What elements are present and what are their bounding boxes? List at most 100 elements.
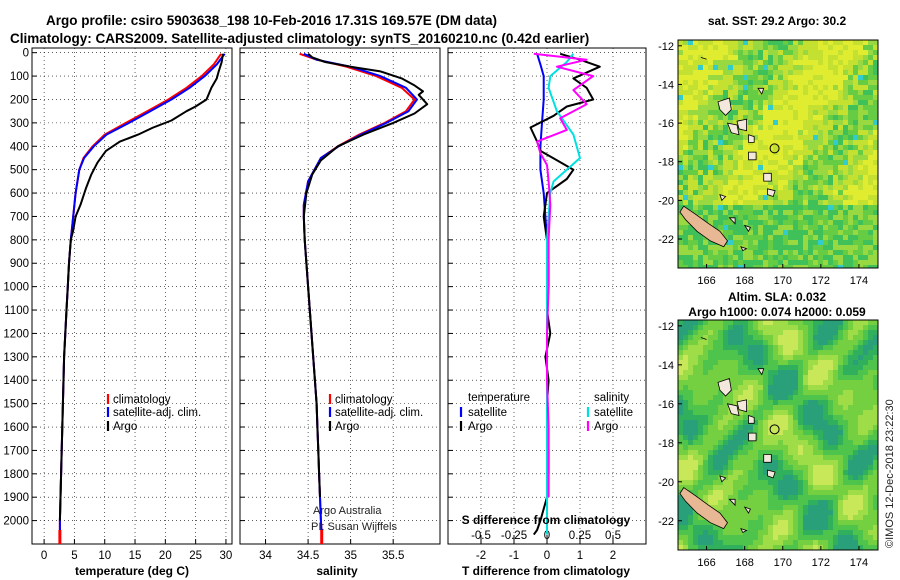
map-cell [858,260,864,266]
map-cell [793,55,799,61]
map-cell [813,390,819,396]
map-cell [838,435,844,441]
island-outline [763,172,772,182]
map-cell [788,495,794,501]
map-cell [863,375,869,381]
map-cell [723,500,729,506]
map-cell [793,415,799,421]
map-y-tick-label: -14 [658,79,674,91]
map-cell [763,395,769,401]
map-cell [803,495,809,501]
map-cell [863,525,869,531]
map-cell [833,55,839,61]
map-cell [728,400,734,406]
map-cell [773,200,779,206]
map-cell [848,370,854,376]
map-y-tick-label: -12 [658,321,674,333]
map-cell [868,480,874,486]
map-cell [818,370,824,376]
map-cell [708,240,714,246]
map-cell [823,195,829,201]
map-cell [678,360,684,366]
map-cell [873,150,878,156]
map-cell [873,160,878,166]
map-cell [783,120,789,126]
map-cell [853,410,859,416]
map-cell [833,245,839,251]
map-cell [868,65,874,71]
map-cell [733,160,739,166]
map-cell [818,80,824,86]
map-cell [723,365,729,371]
map-cell [708,340,714,346]
map-cell [833,70,839,76]
map-cell [768,80,774,86]
map-cell [773,325,779,331]
map-cell [788,335,794,341]
map-cell [833,170,839,176]
map-cell [798,460,804,466]
map-cell [828,440,834,446]
map-cell [798,320,804,326]
map-cell [853,65,859,71]
map-cell [688,45,694,51]
map-cell [798,135,804,141]
map-cell [858,145,864,151]
map-cell [713,220,719,226]
map-cell [753,55,759,61]
map-cell [818,400,824,406]
map-cell [873,325,878,331]
map-cell [698,190,704,196]
map-cell [693,125,699,131]
map-cell [818,140,824,146]
map-cell [683,320,689,326]
map-cell [863,50,869,56]
map-cell [783,70,789,76]
map-cell [723,40,729,46]
map-cell [733,440,739,446]
map-cell [783,140,789,146]
map-cell [828,325,834,331]
map-cell [773,475,779,481]
map-cell [698,60,704,66]
map-cell [688,440,694,446]
map-cell [783,95,789,101]
map-cell [858,540,864,546]
map-cell [763,240,769,246]
map-cell [823,210,829,216]
map-cell [783,230,789,236]
map-cell [833,145,839,151]
map-cell [753,70,759,76]
map-cell [848,265,854,268]
map-cell [818,40,824,46]
map-cell [823,325,829,331]
map-cell [718,210,724,216]
map-cell [873,255,878,261]
map-cell [713,130,719,136]
map-cell [828,510,834,516]
map-cell [713,410,719,416]
map-cell [803,105,809,111]
map-cell [728,335,734,341]
map-cell [768,230,774,236]
map-cell [678,205,684,211]
map-cell [693,390,699,396]
map-cell [768,405,774,411]
map-cell [693,100,699,106]
map-cell [788,225,794,231]
map-cell [723,140,729,146]
map-cell [773,400,779,406]
map-cell [773,530,779,536]
map-cell [733,80,739,86]
map-cell [763,385,769,391]
map-cell [748,485,754,491]
map-cell [758,215,764,221]
map-cell [823,415,829,421]
map-cell [758,445,764,451]
sst-map-panel: 166 168 170 172 174-12-14-16-18-20-22 [658,39,879,287]
map-cell [753,380,759,386]
map-cell [868,110,874,116]
map-y-tick-label: -18 [658,157,674,169]
map-cell [723,125,729,131]
map-cell [873,485,878,491]
